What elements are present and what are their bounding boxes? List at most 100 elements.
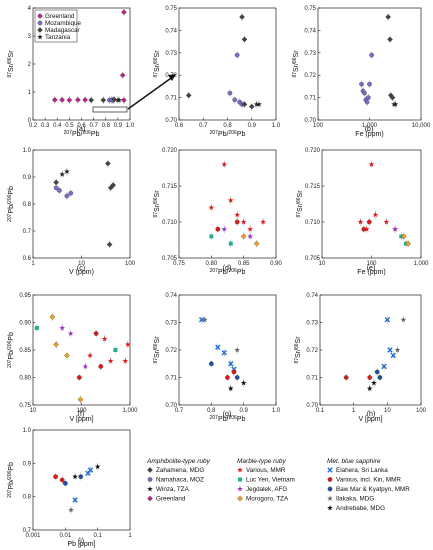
legend-item-label: Greenland bbox=[156, 496, 186, 503]
data-point bbox=[101, 336, 108, 342]
x-tick-label: 100 bbox=[76, 408, 87, 414]
y-tick-label: 1.0 bbox=[23, 428, 32, 434]
data-point bbox=[367, 81, 372, 87]
legend-heading: Marble-type ruby bbox=[237, 458, 287, 465]
y-tick-label: 0.75 bbox=[165, 6, 177, 12]
data-point bbox=[52, 97, 58, 103]
x-axis-label: Pb [ppm] bbox=[67, 541, 95, 548]
legend-label: Tanzania bbox=[45, 34, 71, 41]
data-point bbox=[75, 97, 81, 103]
data-point bbox=[366, 385, 373, 391]
data-point bbox=[240, 219, 247, 225]
panel-label: (f) bbox=[78, 411, 85, 418]
data-point bbox=[100, 97, 107, 103]
data-point bbox=[228, 361, 234, 367]
legend-marker bbox=[37, 20, 43, 26]
x-tick-label: 0.1 bbox=[316, 408, 325, 414]
data-point bbox=[121, 97, 127, 103]
x-tick-label: 1 bbox=[128, 533, 132, 539]
chart-panel-8: 0.7 0.8 0.9 1.0 0.70 0.71 0.72 0.73 0.74 207Pb/20… bbox=[153, 293, 281, 423]
x-tick-label: 0.9 bbox=[248, 123, 257, 129]
x-tick-label: 1.0 bbox=[272, 123, 281, 129]
data-point bbox=[260, 219, 266, 225]
y-tick-label: 0.71 bbox=[306, 376, 318, 382]
data-point bbox=[394, 347, 401, 353]
data-point bbox=[234, 375, 240, 380]
y-tick-label: 4 bbox=[28, 6, 32, 12]
data-point bbox=[363, 226, 370, 232]
y-tick-label: 0.71 bbox=[304, 96, 316, 102]
data-point bbox=[241, 101, 248, 108]
data-point bbox=[389, 94, 396, 101]
legend-heading: Met. blue sapphire bbox=[327, 458, 381, 465]
x-tick-label: 0.001 bbox=[25, 533, 41, 539]
x-tick-label: 0.8 bbox=[223, 123, 232, 129]
data-point bbox=[225, 375, 230, 380]
x-tick-label: 10 bbox=[319, 261, 326, 267]
x-axis-label: V [ppm] bbox=[69, 416, 93, 423]
data-point bbox=[124, 341, 131, 347]
x-tick-label: 1.0 bbox=[126, 123, 135, 129]
legend-label: Mozambique bbox=[45, 20, 82, 27]
x-axis-label: 207Pb/206Pb bbox=[210, 130, 246, 138]
data-point bbox=[384, 317, 391, 323]
data-point bbox=[49, 314, 56, 320]
legend-marker bbox=[327, 495, 333, 501]
data-point bbox=[374, 369, 380, 375]
data-point bbox=[366, 95, 371, 100]
legend-marker bbox=[237, 467, 243, 473]
y-tick-label: 0.6 bbox=[23, 256, 32, 262]
y-tick-label: 2 bbox=[28, 62, 32, 68]
data-point bbox=[401, 233, 407, 240]
legend-item-label: Luc Yen, Vietnam bbox=[246, 477, 295, 484]
x-axis-label: 207Pb/206Pb bbox=[64, 130, 100, 138]
data-point bbox=[94, 463, 101, 470]
data-point bbox=[209, 234, 214, 239]
data-point bbox=[392, 101, 399, 107]
data-point bbox=[369, 52, 374, 58]
x-tick-label: 0.6 bbox=[77, 123, 86, 129]
data-point bbox=[253, 240, 260, 247]
chart-panel-1: 0.2 0.3 0.4 0.5 0.6 0.7 0.8 0.9 1.0 0 1 2 3 4 207Pb/20… bbox=[7, 6, 135, 138]
y-axis-label: 207Pb/206Pb bbox=[7, 186, 15, 222]
data-point bbox=[76, 375, 82, 380]
x-tick-label: 100 bbox=[313, 123, 324, 129]
y-tick-label: 0.705 bbox=[162, 256, 178, 262]
data-point bbox=[247, 233, 253, 239]
legend-group-2: Marble-type ruby Various, MMR Luc Yen, Vie… bbox=[237, 458, 295, 503]
data-point bbox=[256, 101, 262, 107]
x-tick-label: 10,000 bbox=[412, 123, 431, 129]
y-tick-label: 0.7 bbox=[23, 229, 32, 235]
x-tick-label: 0.1 bbox=[93, 533, 102, 539]
data-point bbox=[364, 99, 370, 105]
data-point bbox=[343, 375, 349, 380]
y-tick-label: 0.74 bbox=[306, 293, 318, 299]
data-point bbox=[240, 380, 247, 386]
data-point bbox=[234, 347, 241, 353]
y-tick-label: 0.72 bbox=[306, 348, 318, 354]
y-tick-label: 0.85 bbox=[19, 348, 31, 354]
y-tick-label: 0.8 bbox=[23, 495, 32, 501]
legend-marker bbox=[237, 486, 243, 492]
data-point bbox=[59, 171, 66, 177]
data-point bbox=[122, 358, 129, 364]
data-point bbox=[53, 179, 59, 186]
data-point bbox=[72, 473, 78, 480]
plot-frame bbox=[178, 149, 277, 259]
y-axis-label: 87Sr/86Sr bbox=[7, 50, 15, 78]
data-point bbox=[234, 219, 240, 225]
y-tick-label: 0.73 bbox=[165, 51, 177, 57]
arrow-head-icon bbox=[168, 74, 176, 81]
legend-marker bbox=[327, 486, 333, 492]
data-point bbox=[215, 226, 221, 232]
x-tick-label: 1,000 bbox=[362, 123, 378, 129]
y-tick-label: 0.80 bbox=[19, 376, 31, 382]
x-tick-label: 0.80 bbox=[205, 261, 217, 267]
data-point bbox=[387, 36, 393, 43]
y-tick-label: 0.710 bbox=[162, 220, 178, 226]
y-axis-label: 87Sr/86Sr bbox=[153, 50, 161, 78]
data-point bbox=[185, 92, 192, 99]
y-tick-label: 0.7 bbox=[23, 528, 32, 534]
